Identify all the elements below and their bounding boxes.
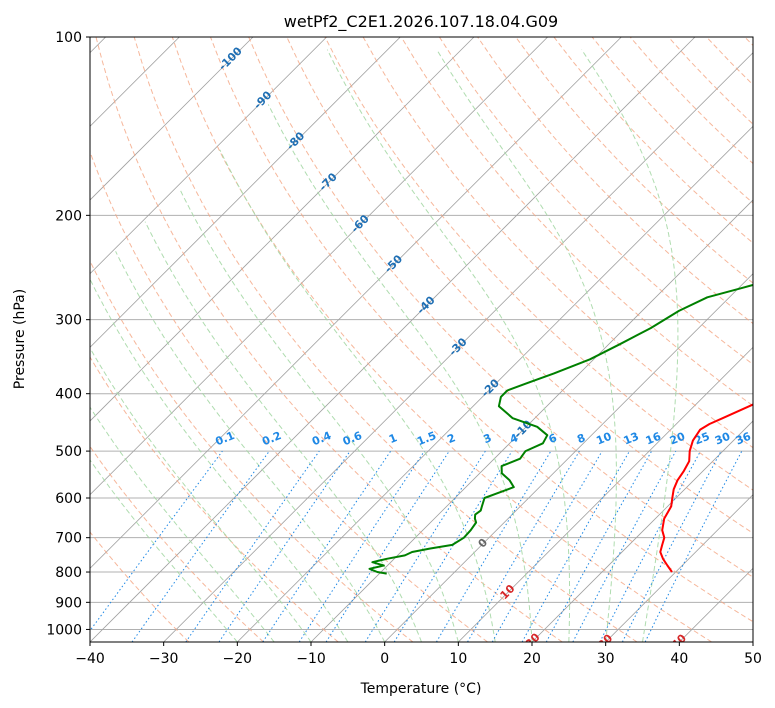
isotherm-label: 40 <box>669 631 689 651</box>
dry-adiabat-line <box>400 37 753 407</box>
y-tick-label: 800 <box>55 565 82 581</box>
isotherm-line <box>90 37 327 275</box>
mixing-ratio-label: 8 <box>575 431 587 446</box>
y-tick-label: 500 <box>55 444 82 460</box>
x-tick-label: 0 <box>380 651 389 667</box>
isotherm-line <box>605 494 753 642</box>
dry-adiabat-line <box>133 37 638 642</box>
dry-adiabat-line <box>90 356 339 642</box>
x-tick-label: −30 <box>149 651 179 667</box>
mixing-ratio-line <box>131 450 270 642</box>
y-tick-label: 900 <box>55 595 82 611</box>
mixing-ratio-label: 30 <box>713 430 732 448</box>
isotherm-line <box>90 37 475 422</box>
isotherm-line <box>531 420 753 642</box>
mixing-ratio-label: 10 <box>594 430 613 448</box>
mixing-ratio-line <box>90 450 223 632</box>
dry-adiabat-line <box>324 37 753 491</box>
dry-adiabat-line <box>90 150 488 642</box>
moist-adiabat-line <box>90 406 275 642</box>
y-tick-label: 600 <box>55 491 82 507</box>
x-tick-label: 50 <box>744 651 762 667</box>
x-tick-label: −20 <box>223 651 253 667</box>
mixing-ratio-line <box>262 450 392 642</box>
dry-adiabat-line <box>171 37 712 642</box>
moist-adiabat-line <box>436 49 617 642</box>
y-tick-label: 1000 <box>46 622 82 638</box>
isotherm-label: 20 <box>523 630 543 650</box>
dry-adiabat-line <box>90 445 264 642</box>
mixing-ratio-line <box>572 450 677 642</box>
isotherm-line <box>384 273 753 642</box>
mixing-ratio-line <box>185 450 320 642</box>
mixing-ratio-label: 1 <box>387 431 399 446</box>
isotherm-line <box>90 37 622 569</box>
mixing-ratio-line <box>521 450 630 642</box>
moist-adiabat-line <box>581 49 679 642</box>
mixing-ratio-label: 13 <box>622 430 641 448</box>
x-tick-label: 40 <box>670 651 688 667</box>
mixing-ratio-line <box>393 450 513 642</box>
x-tick-label: −10 <box>296 651 326 667</box>
y-tick-label: 300 <box>55 313 82 329</box>
isotherm-line <box>90 37 401 348</box>
isotherm-line <box>163 52 753 642</box>
isotherm-line <box>237 125 753 642</box>
y-tick-label: 400 <box>55 387 82 403</box>
dry-adiabat-line <box>210 37 753 623</box>
mixing-ratio-label: 3 <box>481 431 493 446</box>
dry-adiabat-line <box>90 531 190 642</box>
moist-adiabat-line <box>267 104 533 642</box>
dewpoint-profile-line <box>368 283 753 575</box>
dry-adiabat-line <box>515 37 753 284</box>
mixing-ratio-line <box>644 450 743 642</box>
mixing-ratio-line <box>218 450 351 642</box>
axes: −40 −30 −20 −10 0 10 20 30 40 50 100 200 300 400 500 60… <box>46 30 762 667</box>
temperature-profile-line <box>659 403 753 573</box>
moist-adiabat-line <box>219 149 496 642</box>
moist-adiabat-line <box>90 459 238 642</box>
isotherm-label: 30 <box>595 631 615 651</box>
isotherm-line <box>90 37 548 496</box>
moist-adiabat-line <box>115 251 386 642</box>
y-tick-label: 700 <box>55 531 82 547</box>
x-tick-label: 10 <box>449 651 467 667</box>
mixing-ratio-label: 36 <box>734 430 753 448</box>
y-tick-label: 200 <box>55 208 82 224</box>
x-tick-label: 20 <box>523 651 541 667</box>
dry-adiabat-line <box>248 37 753 578</box>
dry-adiabat-line <box>95 37 563 642</box>
chart-title: wetPf2_C2E1.2026.107.18.04.G09 <box>284 12 558 32</box>
isotherm-line <box>90 37 254 201</box>
x-tick-label: 30 <box>597 651 615 667</box>
moist-adiabat-line <box>178 187 459 642</box>
mixing-ratio-line <box>545 450 653 642</box>
x-axis-title: Temperature (°C) <box>360 681 482 697</box>
moist-adiabat-line <box>144 221 422 642</box>
mixing-ratio-label: 2 <box>445 431 457 446</box>
y-tick-label: 100 <box>55 30 82 46</box>
mixing-ratio-label: 16 <box>644 430 663 448</box>
x-tick-label: −40 <box>75 651 105 667</box>
mixing-ratio-label: 20 <box>668 430 687 448</box>
y-axis-title: Pressure (hPa) <box>12 289 28 389</box>
mixing-ratio-line <box>298 450 425 642</box>
isotherm-line <box>458 346 753 642</box>
moist-adiabat-line <box>326 49 571 642</box>
plot-frame <box>89 36 754 643</box>
dry-adiabat-line <box>438 37 753 366</box>
moist-adiabat-line <box>90 347 312 642</box>
dry-adiabat-line <box>90 259 414 642</box>
moist-adiabat-line <box>90 278 349 642</box>
